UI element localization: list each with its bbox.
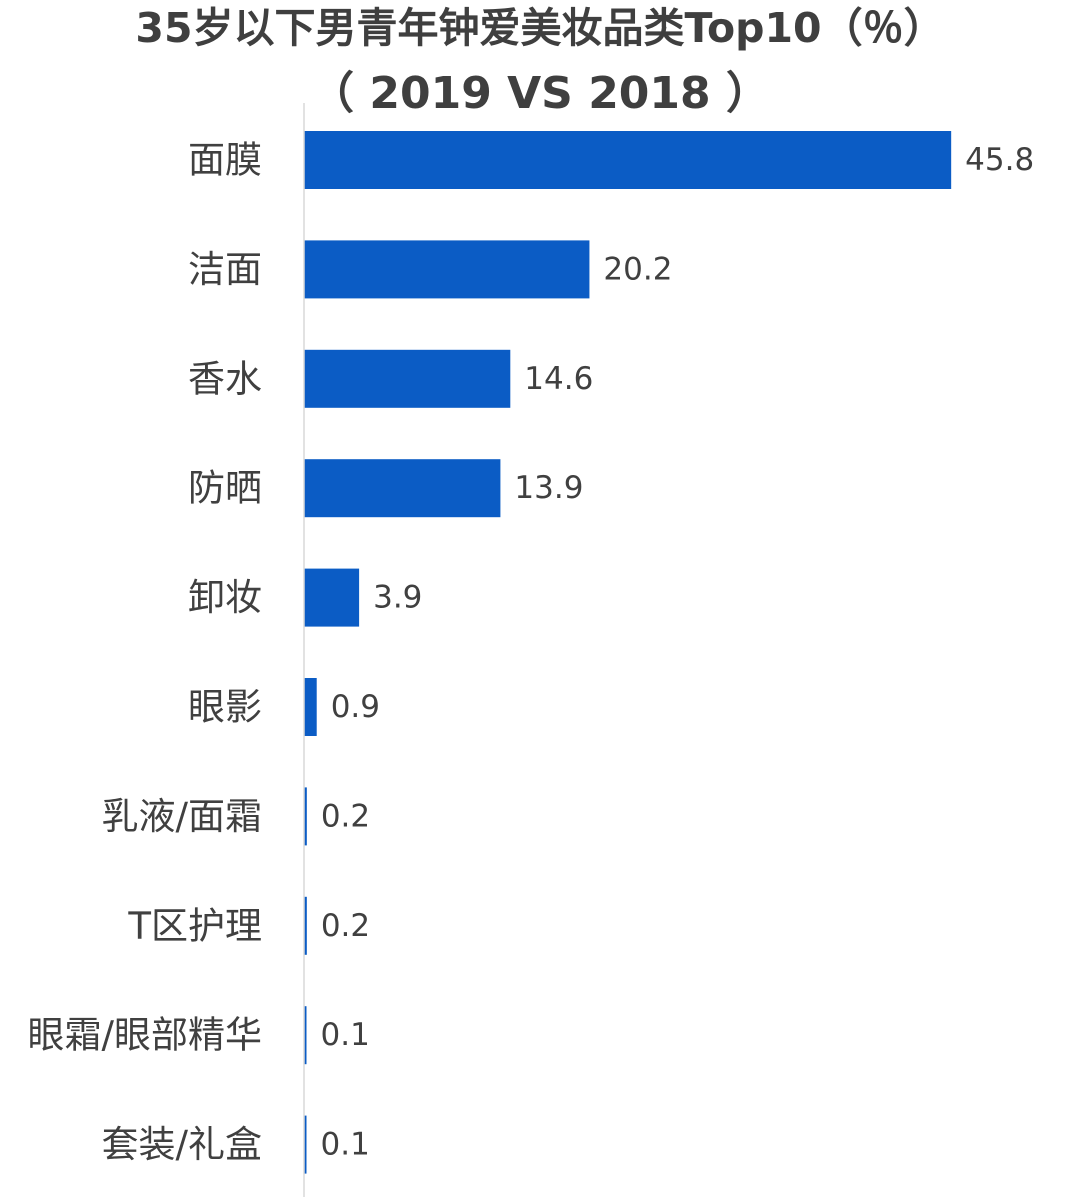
value-label: 45.8 (965, 142, 1034, 178)
value-label: 0.1 (321, 1017, 370, 1053)
value-label: 0.2 (321, 908, 370, 944)
value-label: 3.9 (373, 580, 422, 616)
category-label: 眼影 (188, 686, 262, 729)
bar (304, 459, 501, 518)
bar (304, 896, 307, 955)
value-label: 0.1 (321, 1127, 370, 1163)
bar (304, 240, 590, 299)
bar (304, 131, 952, 189)
category-label: 套装/礼盒 (102, 1123, 262, 1166)
category-label: 洁面 (188, 248, 262, 291)
bar (304, 1115, 307, 1174)
bar (304, 1006, 307, 1065)
value-labels-layer: 45.8 20.2 14.6 13.9 3.9 0.9 0.2 0.2 0.1 0.1 (321, 142, 1035, 1163)
chart-title: 35岁以下男青年钟爱美妆品类Top10（％） (135, 4, 945, 52)
value-label: 14.6 (524, 361, 593, 397)
bar (304, 568, 360, 627)
value-label: 0.2 (321, 798, 370, 834)
bar (304, 787, 307, 846)
value-label: 13.9 (514, 470, 583, 506)
category-label: 面膜 (188, 139, 262, 182)
category-label: 防晒 (188, 467, 262, 510)
bars-layer (304, 131, 952, 1174)
bar (304, 349, 511, 408)
category-label: 香水 (188, 357, 262, 400)
value-label: 20.2 (603, 251, 672, 287)
category-label: 眼霜/眼部精华 (28, 1014, 262, 1057)
category-label: T区护理 (127, 904, 262, 947)
category-label: 卸妆 (188, 576, 262, 619)
category-label: 乳液/面霜 (102, 795, 262, 838)
value-label: 0.9 (331, 689, 380, 725)
bar (304, 678, 317, 736)
chart-subtitle: （ 2019 VS 2018 ） (310, 68, 770, 119)
